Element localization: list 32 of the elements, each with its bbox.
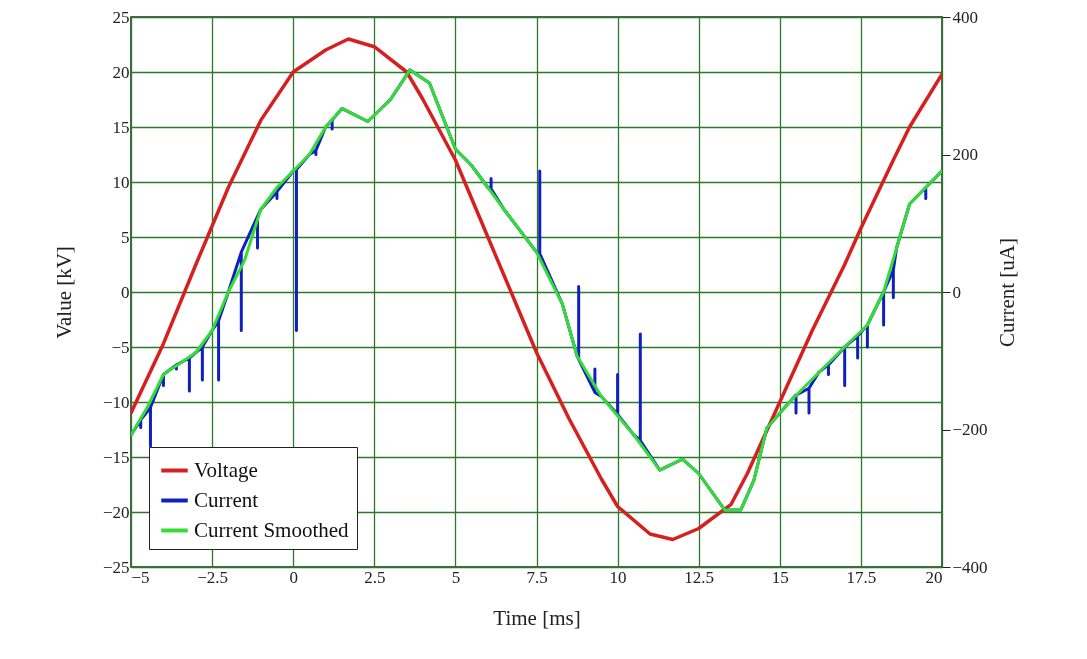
y-tick-label: 5 xyxy=(121,227,130,247)
x-tick-label: 17.5 xyxy=(846,567,877,587)
y-tick-label: 10 xyxy=(112,172,130,192)
y-axis-title: Value [kV] xyxy=(51,246,76,339)
y-tick-label: −5 xyxy=(111,337,130,357)
x-tick-label: −2.5 xyxy=(197,567,229,587)
x-tick-label: 20 xyxy=(925,567,943,587)
legend-label: Current Smoothed xyxy=(194,517,350,542)
y-tick-label: −20 xyxy=(102,502,130,522)
y2-tick-label: −400 xyxy=(952,557,988,577)
x-tick-label: 15 xyxy=(771,567,789,587)
x-tick-label: 5 xyxy=(451,567,461,587)
y-tick-label: 0 xyxy=(121,282,130,302)
x-axis-title: Time [ms] xyxy=(493,605,581,630)
y-tick-label: −15 xyxy=(102,447,130,467)
y2-tick-label: −200 xyxy=(952,420,988,439)
y-tick-label: −25 xyxy=(102,557,130,577)
x-tick-label: 7.5 xyxy=(526,567,548,587)
legend-label: Current xyxy=(194,487,259,512)
y2-axis-title: Current [uA] xyxy=(994,237,1019,348)
y-tick-label: 20 xyxy=(112,62,130,82)
x-tick-label: 0 xyxy=(289,567,298,587)
y-tick-label: 25 xyxy=(112,7,130,27)
x-tick-label: 12.5 xyxy=(684,567,715,587)
y-tick-label: 15 xyxy=(112,117,130,137)
legend-label: Voltage xyxy=(194,457,258,482)
y2-tick-label: 200 xyxy=(952,145,978,164)
y2-tick-label: 0 xyxy=(952,282,961,302)
y-tick-label: −10 xyxy=(102,392,130,412)
x-tick-label: 2.5 xyxy=(364,567,386,587)
x-tick-label: 10 xyxy=(609,567,627,587)
y2-tick-label: 400 xyxy=(952,7,978,27)
